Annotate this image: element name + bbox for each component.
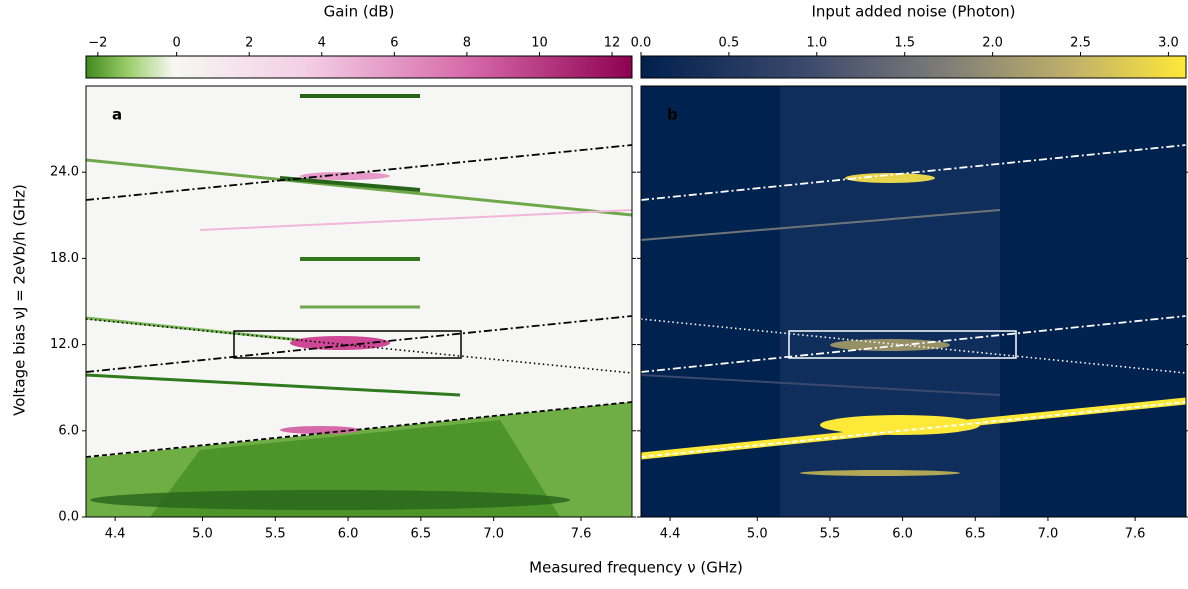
colorbar-tick-label: −2 [88,36,107,51]
x-tick-label: 7.0 [1038,527,1059,542]
colorbar-label: Input added noise (Photon) [811,3,1015,21]
x-tick-label: 6.5 [411,527,432,542]
y-tick-label: 6.0 [58,423,79,438]
colorbar-tick-label: 3.0 [1158,36,1179,51]
colorbar-tick-label: 10 [531,36,548,51]
panel-label: b [667,106,678,124]
guide-line [85,315,633,373]
guide-line [85,144,633,201]
colorbar-tick-label: 2.0 [982,36,1003,51]
highlight-box [233,330,462,359]
colorbar-tick-label: 6 [390,36,398,51]
plot-frame [640,85,1187,518]
guide-line [640,318,1187,374]
colorbar-tick-label: 2.5 [1070,36,1091,51]
plot-frame [85,85,633,518]
heatmap-b [641,86,1186,517]
y-axis-label: Voltage bias νJ = 2eVb/h (GHz) [11,184,29,416]
highlight-box [788,330,1017,359]
y-tick-label: 12.0 [50,337,79,352]
panel-label: a [112,106,122,124]
y-tick-label: 0.0 [58,510,79,525]
colorbar-tick-label: 1.5 [894,36,915,51]
x-tick-label: 6.0 [892,527,913,542]
x-tick-label: 6.0 [338,527,359,542]
colorbar-tick-label: 0.0 [631,36,652,51]
x-tick-label: 5.0 [747,527,768,542]
x-tick-label: 5.5 [820,527,841,542]
guide-line [85,401,633,458]
colorbar [640,55,1187,79]
y-tick-label: 18.0 [50,251,79,266]
colorbar [85,55,633,79]
x-tick-label: 7.0 [483,527,504,542]
x-tick-label: 7.6 [1125,527,1146,542]
guide-line [85,318,633,374]
colorbar-tick-label: 1.0 [806,36,827,51]
x-tick-label: 4.4 [660,527,681,542]
colorbar-tick-label: 0.5 [719,36,740,51]
x-tick-label: 5.0 [192,527,213,542]
colorbar-tick-label: 2 [245,36,253,51]
colorbar-tick-label: 8 [463,36,471,51]
x-tick-label: 7.6 [571,527,592,542]
colorbar-tick-label: 4 [318,36,326,51]
y-tick-label: 24.0 [50,165,79,180]
guide-line [640,144,1187,201]
x-axis-label: Measured frequency ν (GHz) [529,559,743,577]
guide-line [640,401,1187,458]
x-tick-label: 6.5 [965,527,986,542]
colorbar-tick-label: 0 [172,36,180,51]
x-tick-label: 5.5 [265,527,286,542]
heatmap-a [86,86,632,517]
guide-line [640,315,1187,373]
x-tick-label: 4.4 [105,527,126,542]
colorbar-label: Gain (dB) [324,3,395,21]
colorbar-tick-label: 12 [604,36,621,51]
